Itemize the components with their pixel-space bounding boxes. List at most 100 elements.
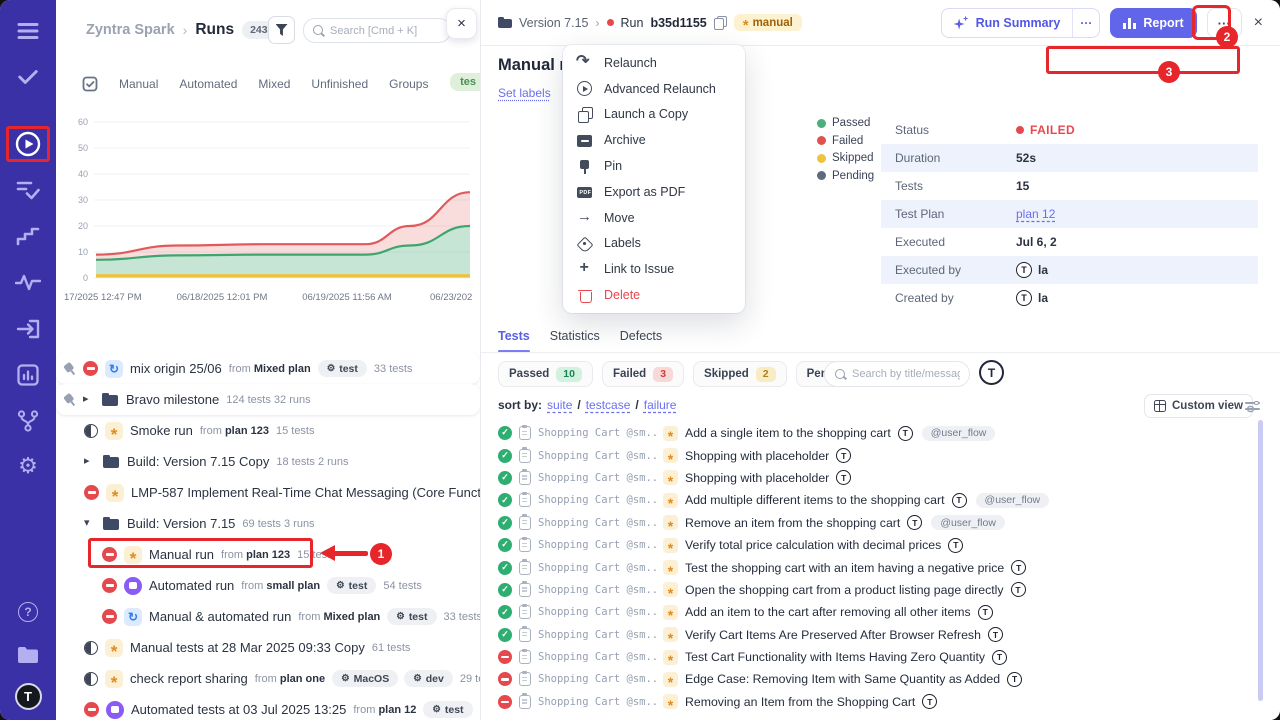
breadcrumb-folder[interactable]: Version 7.15 bbox=[519, 15, 589, 30]
run-type-tab[interactable]: Manual bbox=[119, 77, 159, 91]
run-info-table: Status FAILED Duration 52s bbox=[881, 116, 1258, 312]
run-type-tab[interactable]: Unfinished bbox=[311, 77, 369, 91]
test-row[interactable]: Shopping Cart @sm... Edge Case: Removing… bbox=[481, 668, 1280, 690]
menu-item[interactable]: Relaunch bbox=[563, 50, 745, 76]
more-actions-button[interactable]: ··· bbox=[1206, 8, 1242, 38]
set-labels-link[interactable]: Set labels bbox=[498, 86, 551, 100]
steps-icon[interactable] bbox=[0, 218, 56, 254]
run-type-tab[interactable]: Automated bbox=[179, 77, 238, 91]
breadcrumb-project[interactable]: Zyntra Spark bbox=[86, 22, 175, 38]
runs-search[interactable] bbox=[303, 18, 451, 43]
chevron-icon[interactable] bbox=[84, 518, 95, 529]
run-list-item[interactable]: Smoke run from plan 123 15 tests bbox=[56, 415, 480, 446]
test-row[interactable]: Shopping Cart @sm... Verify Cart Items A… bbox=[481, 624, 1280, 646]
detail-tab[interactable]: Statistics bbox=[549, 329, 600, 343]
run-list-item[interactable]: Automated run from small plan test 54 te… bbox=[56, 570, 480, 601]
test-row[interactable]: Shopping Cart @sm... Test the shopping c… bbox=[481, 556, 1280, 578]
manual-type-icon bbox=[663, 604, 678, 620]
detail-tab[interactable]: Tests bbox=[498, 329, 530, 353]
test-title: Shopping with placeholder bbox=[685, 448, 830, 463]
run-list-item[interactable]: LMP-587 Implement Real-Time Chat Messagi… bbox=[56, 477, 480, 508]
run-meta: 15 tests bbox=[297, 548, 336, 561]
tests-search-input[interactable] bbox=[852, 368, 960, 380]
panel-close-button[interactable]: × bbox=[446, 8, 477, 39]
filter-count-badge: 2 bbox=[755, 366, 776, 382]
chevron-icon[interactable] bbox=[84, 456, 95, 467]
detail-close-button[interactable]: × bbox=[1253, 14, 1263, 31]
activity-icon[interactable] bbox=[0, 264, 56, 300]
help-icon[interactable]: ? bbox=[0, 594, 56, 630]
branches-icon[interactable] bbox=[0, 403, 56, 439]
svg-text:50: 50 bbox=[78, 143, 88, 153]
run-list-item[interactable]: check report sharing from plan one MacOS… bbox=[56, 663, 480, 694]
test-row[interactable]: Shopping Cart @sm... Add an item to the … bbox=[481, 601, 1280, 623]
tag-chip[interactable]: tes bbox=[450, 73, 480, 91]
test-row[interactable]: Shopping Cart @sm... Add multiple differ… bbox=[481, 489, 1280, 511]
tests-search[interactable] bbox=[824, 361, 970, 387]
custom-view-button[interactable]: Custom view bbox=[1144, 394, 1253, 418]
chevron-icon[interactable] bbox=[83, 394, 94, 405]
test-row[interactable]: Shopping Cart @sm... Shopping with place… bbox=[481, 467, 1280, 489]
test-row[interactable]: Shopping Cart @sm... Removing an Item fr… bbox=[481, 691, 1280, 713]
test-row[interactable]: Shopping Cart @sm... Verify total price … bbox=[481, 534, 1280, 556]
menu-icon[interactable] bbox=[0, 13, 56, 49]
projects-icon[interactable] bbox=[0, 637, 56, 673]
menu-item[interactable]: Pin bbox=[563, 153, 745, 179]
run-type-tab[interactable]: Groups bbox=[389, 77, 429, 91]
assignee-avatar[interactable]: T bbox=[979, 360, 1004, 385]
run-summary-button[interactable]: Run Summary bbox=[942, 9, 1073, 37]
run-list-item[interactable]: Bravo milestone 124 tests 32 runs bbox=[56, 384, 480, 415]
runs-search-input[interactable] bbox=[330, 24, 442, 37]
run-list-item[interactable]: Build: Version 7.15 Copy 18 tests 2 runs bbox=[56, 446, 480, 477]
copy-icon[interactable] bbox=[713, 15, 727, 30]
menu-item[interactable]: Link to Issue bbox=[563, 256, 745, 282]
checklist-icon[interactable] bbox=[0, 172, 56, 208]
run-list-item[interactable]: mix origin 25/06 from Mixed plan test 33… bbox=[56, 353, 480, 384]
test-row[interactable]: Shopping Cart @sm... Remove an item from… bbox=[481, 512, 1280, 534]
run-list-item[interactable]: Manual tests at 28 Mar 2025 09:33 Copy 6… bbox=[56, 632, 480, 663]
runs-panel: Zyntra Spark › Runs 243 × tes Manual Auto… bbox=[56, 0, 480, 720]
detail-tab[interactable]: Defects bbox=[619, 329, 663, 343]
run-from: from plan 123 bbox=[199, 424, 269, 437]
chart-x-axis: 17/2025 12:47 PM 06/18/2025 12:01 PM 06/19… bbox=[56, 292, 480, 306]
run-type-icon bbox=[102, 515, 120, 533]
menu-item[interactable]: Archive bbox=[563, 127, 745, 153]
status-filter-chip[interactable]: Passed 10 bbox=[498, 361, 593, 387]
test-status-icon bbox=[498, 470, 512, 485]
view-options-icon[interactable] bbox=[1245, 400, 1260, 412]
manual-type-icon bbox=[663, 515, 678, 531]
test-row[interactable]: Shopping Cart @sm... Test Cart Functiona… bbox=[481, 646, 1280, 668]
run-list-item[interactable]: Build: Version 7.15 69 tests 3 runs bbox=[56, 508, 480, 539]
menu-item[interactable]: Advanced Relaunch bbox=[563, 76, 745, 102]
status-filter-chip[interactable]: Failed 3 bbox=[601, 361, 685, 387]
menu-item[interactable]: Export as PDF bbox=[563, 179, 745, 205]
run-list-item[interactable]: Automated tests at 03 Jul 2025 13:25 fro… bbox=[56, 694, 480, 720]
run-type-tab[interactable]: Mixed bbox=[258, 77, 291, 91]
tasks-icon[interactable] bbox=[0, 59, 56, 95]
run-list-item[interactable]: Manual & automated run from Mixed plan t… bbox=[56, 601, 480, 632]
status-filter-chip[interactable]: Skipped 2 bbox=[693, 361, 787, 387]
reports-icon[interactable] bbox=[0, 357, 56, 393]
run-summary-more-button[interactable]: ··· bbox=[1072, 9, 1099, 37]
menu-item[interactable]: Move bbox=[563, 205, 745, 231]
runs-icon[interactable] bbox=[0, 126, 56, 162]
avatar: T bbox=[897, 425, 913, 441]
test-row[interactable]: Shopping Cart @sm... Open the shopping c… bbox=[481, 579, 1280, 601]
test-row[interactable]: Shopping Cart @sm... Add a single item t… bbox=[481, 422, 1280, 444]
run-list-item[interactable]: Manual run from plan 123 15 tests bbox=[56, 539, 480, 570]
info-label: Executed bbox=[895, 235, 946, 249]
filter-button[interactable] bbox=[268, 16, 295, 44]
scrollbar[interactable] bbox=[1258, 420, 1263, 701]
report-button[interactable]: Report bbox=[1110, 8, 1197, 38]
settings-icon[interactable]: ⚙ bbox=[18, 453, 38, 478]
test-row[interactable]: Shopping Cart @sm... Shopping with place… bbox=[481, 444, 1280, 466]
run-type-icon bbox=[101, 391, 119, 409]
sort-option: failure/ bbox=[643, 398, 677, 412]
menu-item-label: Labels bbox=[604, 236, 641, 251]
legend-item: Passed bbox=[817, 117, 874, 129]
menu-item[interactable]: Delete bbox=[563, 282, 745, 308]
user-avatar[interactable]: T bbox=[0, 678, 56, 714]
menu-item[interactable]: Launch a Copy bbox=[563, 102, 745, 128]
menu-item[interactable]: Labels bbox=[563, 231, 745, 257]
import-icon[interactable] bbox=[0, 311, 56, 347]
